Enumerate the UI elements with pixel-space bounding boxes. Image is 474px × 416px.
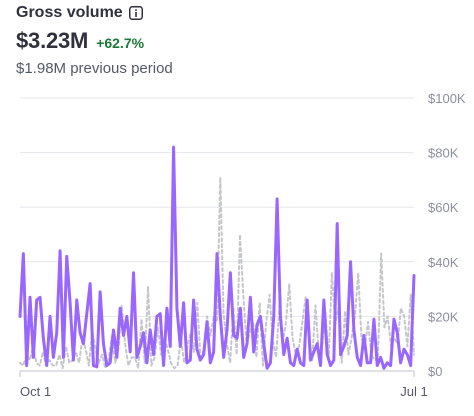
x-axis: Oct 1 Jul 1	[19, 370, 428, 399]
current-period-line	[18, 145, 416, 370]
info-icon[interactable]	[128, 6, 143, 20]
delta-badge: +62.7%	[96, 35, 145, 51]
chart-header: Gross volume $3.23M +62.7% $1.98M previo…	[16, 2, 456, 77]
value-row: $3.23M +62.7%	[16, 28, 456, 54]
y-tick-label: $20K	[428, 309, 459, 324]
y-axis-labels: $100K $80K $60K $40K $20K $0	[428, 91, 466, 379]
y-tick-label: $60K	[428, 200, 459, 215]
gross-volume-value: $3.23M	[16, 28, 89, 53]
title-row: Gross volume	[16, 2, 456, 24]
y-tick-label: $100K	[428, 91, 466, 106]
chart-title: Gross volume	[16, 4, 123, 21]
y-tick-label: $0	[428, 364, 442, 379]
y-tick-label: $80K	[428, 146, 459, 161]
y-tick-label: $40K	[428, 255, 459, 270]
x-tick-label: Jul 1	[400, 384, 427, 399]
previous-period-line	[19, 176, 415, 370]
x-tick-label: Oct 1	[20, 384, 51, 399]
series-layer	[18, 145, 416, 370]
previous-period-text: $1.98M previous period	[16, 60, 173, 77]
